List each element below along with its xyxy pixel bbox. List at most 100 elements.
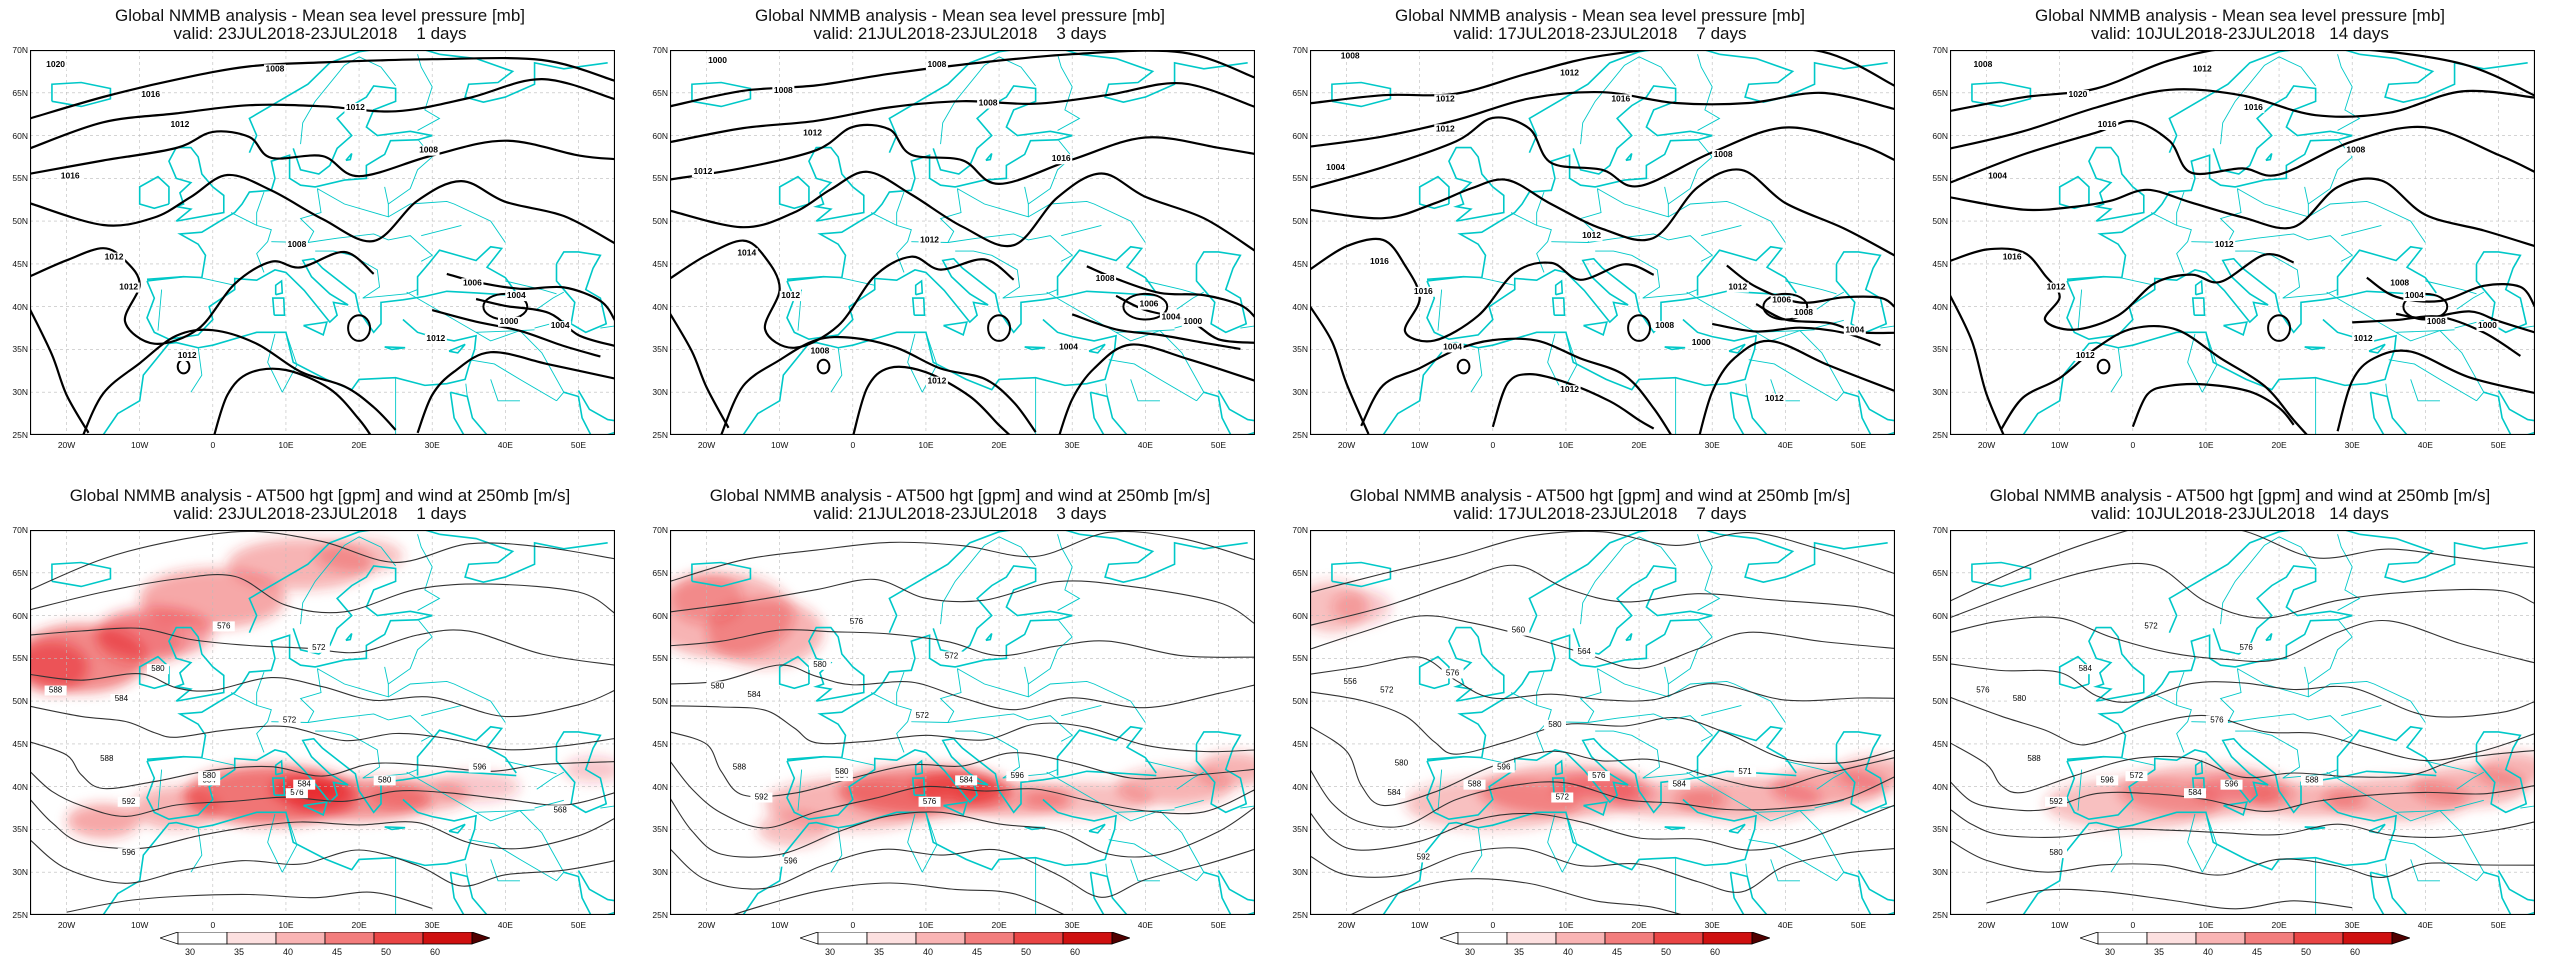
height-contour-line [1310,656,1895,702]
latitude-tick-label: 55N [1292,173,1308,184]
colorbar-tick-label: 35 [233,947,244,957]
isobar-line [1726,264,1895,309]
contour-label-bg [44,685,67,696]
height-contour-line [30,574,615,614]
latitude-tick-label: 70N [12,525,28,535]
height-contours [670,530,1255,915]
contour-label-bg [1006,771,1029,782]
contour-label-bg [1580,231,1603,242]
map-canvas: 1020 1016 1012 1012 1008 1008 1016 1012 1012 1008… [30,50,615,435]
longitude-tick-label: 20E [2271,920,2287,930]
contour-label-bg [1492,762,1515,773]
latitude-tick-label: 35N [12,344,28,355]
longitude-tick-label: 20W [1337,440,1356,450]
contour-label-bg [1726,282,1749,293]
contour-label: 1008 [1973,59,1992,69]
isobar-line [720,335,1037,435]
contour-label-bg [1390,758,1413,769]
contour-label-bg [1412,286,1435,297]
latitude-tick-label: 25N [652,430,668,440]
contour-label: 1012 [1560,384,1579,394]
z500-wind-panel: Global NMMB analysis - AT500 hgt [gpm] a… [1920,480,2560,960]
latitude-tick-label: 45N [12,258,28,269]
contour-label-bg [706,55,729,66]
longitude-tick-label: 40E [1137,440,1153,450]
contour-label: 592 [755,793,769,802]
contour-label: 596 [473,763,487,772]
contour-label-bg [2140,621,2163,632]
contour-label: 1008 [1794,307,1813,317]
longitude-tick-label: 10W [2050,920,2069,930]
latitude-tick-label: 30N [652,867,668,878]
contour-label: 580 [202,771,216,780]
contour-label: 1012 [2193,63,2212,73]
longitude-tick-label: 0 [850,440,856,450]
latitude-tick-label: 60N [1932,130,1948,141]
contour-label-bg [2205,715,2228,726]
contour-label-bg [743,689,766,700]
contour-label: 1012 [105,252,124,262]
height-contour-line [670,664,1255,711]
coastlines [1971,50,2535,435]
contour-label-bg [2220,779,2243,790]
contour-label: 1000 [1692,337,1711,347]
contour-label: 580 [2013,694,2027,703]
contour-label-bg [373,775,396,786]
contour-label: 580 [835,767,849,776]
contour-label: 1008 [419,145,438,155]
contour-label: 580 [1395,758,1409,767]
height-contour-line [1950,742,2535,794]
latitude-tick-label: 60N [12,610,28,621]
jet-wind-shading [2045,752,2535,830]
contour-label-bg [44,60,67,71]
isobar-line [852,365,1012,435]
contour-label: 1012 [920,235,939,245]
latitude-tick-label: 35N [1292,344,1308,355]
longitude-tick-label: 50E [570,440,586,450]
z500-wind-panel: Global NMMB analysis - AT500 hgt [gpm] a… [640,480,1280,960]
contour-label-bg [1558,68,1581,79]
latitude-tick-label: 25N [1932,910,1948,920]
longitude-tick-label: 50E [2490,920,2506,930]
panel-valid-period: valid: 23JUL2018-23JUL2018 1 days [173,504,467,523]
longitude-tick-label: 50E [570,920,586,930]
longitude-tick-label: 10W [770,920,789,930]
mslp-panel: Global NMMB analysis - Mean sea level pr… [0,0,640,480]
longitude-tick-label: 40E [497,440,513,450]
height-contours [1950,530,2535,910]
contour-label-bg [117,848,140,859]
contour-label-bg [750,792,773,803]
map-canvas: 576 572 576 580 584 588 592 596 580 572 576 584 596 5… [1950,530,2535,915]
contour-label-bg [2066,90,2089,101]
contour-label-bg [212,621,235,632]
latitude-tick-label: 25N [652,910,668,920]
contour-label-bg [911,711,934,722]
latitude-tick-label: 70N [652,525,668,535]
contour-label-bg [1668,779,1691,790]
latitude-tick-label: 30N [12,387,28,398]
panel-title: Global NMMB analysis - AT500 hgt [gpm] a… [709,486,1211,505]
contour-label: 1012 [1436,93,1455,103]
contour-label-bg [1986,171,2009,182]
contour-label-bg [344,102,367,113]
contour-label-bg [2191,64,2214,75]
contour-label: 1004 [1326,162,1345,172]
contour-label: 1020 [2069,89,2088,99]
contour-label: 592 [1417,852,1431,861]
longitude-tick-label: 40E [2417,920,2433,930]
contour-label-bg [2183,788,2206,799]
latitude-tick-label: 25N [1292,910,1308,920]
longitude-tick-label: 0 [1490,920,1496,930]
longitude-tick-label: 10E [918,440,934,450]
isobar-line [1310,50,1895,105]
contour-label-bg [1324,162,1347,173]
isobar-line [475,297,615,348]
map-canvas: 1008 1012 1012 1016 1012 1008 1004 1016 1016 1012… [1310,50,1895,435]
height-contour-line [670,797,1255,858]
jet-streak [757,812,831,847]
mslp-panel: Global NMMB analysis - Mean sea level pr… [640,0,1280,480]
contour-label: 1008 [2346,145,2365,155]
panel-valid-period: valid: 10JUL2018-23JUL2018 14 days [2091,504,2389,523]
colorbar-tick-label: 45 [2251,947,2262,957]
contour-label: 1008 [1096,273,1115,283]
